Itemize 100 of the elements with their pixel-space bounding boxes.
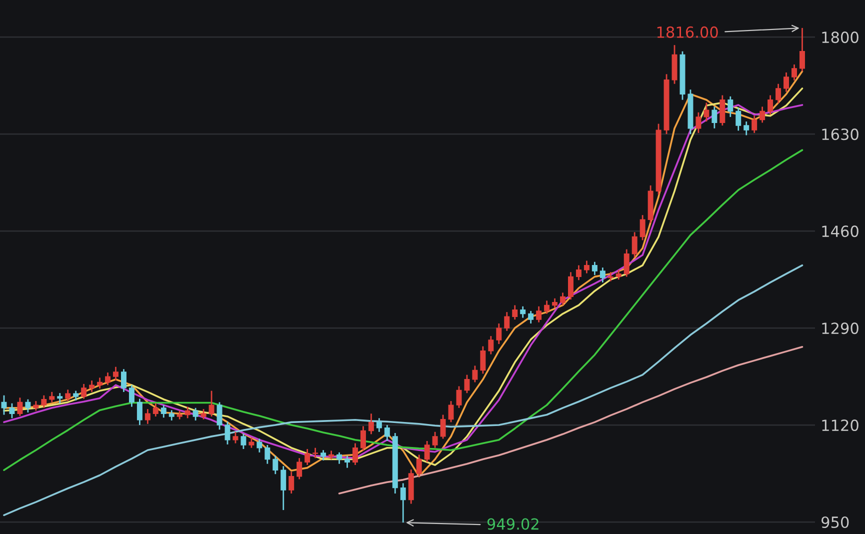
candlestick — [312, 447, 318, 459]
candlestick — [168, 410, 174, 422]
candlestick — [552, 298, 558, 309]
candlestick — [192, 407, 198, 422]
candlestick — [792, 64, 797, 82]
candlestick — [248, 436, 254, 449]
y-tick-label: 950 — [822, 516, 849, 528]
candlestick — [360, 425, 366, 452]
candlestick — [9, 402, 15, 419]
candlestick — [81, 383, 87, 400]
candlestick — [320, 449, 326, 462]
candlestick — [296, 457, 302, 480]
candlestick — [224, 420, 230, 446]
candlestick — [456, 386, 462, 409]
candlestick — [152, 402, 158, 418]
candlestick — [488, 335, 494, 355]
candlestick — [384, 424, 390, 442]
candlestick — [184, 406, 190, 419]
candlestick — [288, 471, 294, 494]
line-series — [3, 264, 804, 516]
candlestick — [144, 408, 150, 425]
candlestick — [776, 83, 782, 104]
candlestick — [113, 366, 118, 382]
candlestick — [576, 264, 582, 281]
candlestick — [160, 404, 166, 418]
candlestick — [640, 214, 646, 241]
candlestick — [272, 455, 278, 475]
candlestick — [208, 390, 214, 418]
candlestick — [768, 94, 774, 116]
candlestick — [568, 271, 574, 300]
candlestick — [105, 372, 111, 386]
candlestick — [496, 322, 502, 345]
line-series — [338, 346, 804, 494]
candlestick — [528, 310, 534, 324]
candlestick — [464, 374, 470, 394]
candlestick — [432, 431, 438, 449]
candlestick — [600, 266, 606, 284]
candlestick — [744, 120, 750, 136]
candlestick — [89, 380, 95, 393]
candlestick — [25, 398, 31, 414]
candlestick — [73, 390, 79, 402]
candlestick — [336, 452, 342, 465]
candlestick — [584, 260, 590, 274]
candlestick — [400, 482, 406, 524]
candlestick — [448, 400, 454, 423]
candlestick — [799, 27, 805, 72]
candlestick — [232, 431, 238, 444]
candlestick — [736, 107, 742, 132]
candlestick — [760, 106, 766, 124]
candlestick — [33, 400, 39, 412]
candlestick — [624, 248, 630, 278]
candlestick — [752, 115, 758, 134]
annotation: 949.02 — [487, 518, 538, 530]
candlestick — [65, 388, 71, 402]
candlestick — [512, 304, 518, 320]
candlestick — [424, 440, 430, 463]
candlestick — [784, 72, 790, 93]
candlestick — [352, 442, 358, 466]
candlestick — [592, 261, 598, 276]
candlestick — [256, 438, 262, 454]
candlestick — [416, 454, 422, 478]
candlestick — [720, 94, 726, 126]
candlestick — [480, 346, 486, 374]
candlestick — [120, 368, 126, 393]
candlestick — [49, 391, 55, 403]
candlestick — [368, 412, 374, 435]
candlestick — [97, 376, 103, 390]
candlestick — [440, 414, 446, 440]
candlestick — [520, 306, 526, 318]
candlestick — [696, 112, 702, 134]
candlestick — [57, 392, 63, 404]
candlestick — [344, 455, 350, 469]
candlestick — [41, 394, 47, 409]
candlestick — [504, 311, 510, 332]
candlestick — [216, 402, 222, 430]
candlestick — [136, 398, 142, 426]
candlestick — [472, 365, 478, 383]
candlestick — [376, 417, 382, 433]
candlestick — [536, 306, 542, 324]
candlestick — [632, 232, 638, 258]
candlestick — [200, 408, 206, 420]
line-series — [3, 149, 804, 472]
candlestick — [704, 102, 710, 122]
y-tick-label: 1630 — [822, 128, 858, 140]
candlestick — [280, 465, 286, 511]
y-tick-label: 1460 — [822, 226, 858, 238]
candlestick — [712, 106, 718, 130]
candlestick — [616, 269, 622, 280]
candlestick — [128, 384, 134, 408]
candlestick — [17, 396, 23, 417]
annotation: 1816.00 — [657, 26, 718, 38]
candlestick — [728, 96, 734, 118]
candlestick — [1, 394, 7, 416]
y-tick-label: 1120 — [822, 419, 858, 432]
candlestick — [304, 448, 310, 466]
y-tick-label: 1290 — [822, 322, 858, 334]
candlestick — [240, 432, 246, 450]
candlestick — [544, 300, 550, 314]
candlestick — [264, 444, 270, 465]
candlestick — [560, 292, 566, 306]
